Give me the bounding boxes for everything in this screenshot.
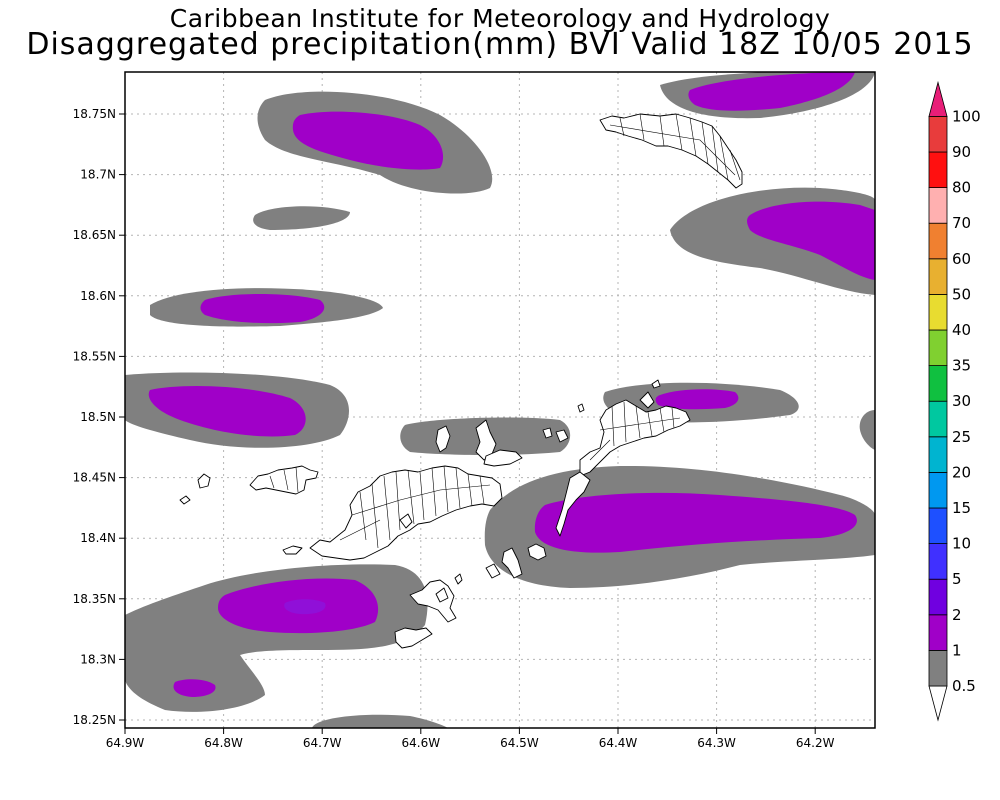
colorbar-label: 5: [952, 570, 962, 588]
purple-band: [173, 679, 216, 697]
colorbar-label: 35: [952, 357, 971, 375]
colorbar-swatch: [928, 187, 948, 224]
purple-band: [148, 386, 306, 437]
y-tick-label: 18.35N: [73, 592, 116, 606]
colorbar-label: 50: [952, 285, 971, 303]
y-tick-label: 18.45N: [73, 471, 116, 485]
island-mesh: [269, 113, 741, 549]
x-axis: 64.9W 64.8W 64.7W 64.6W 64.5W 64.4W 64.3W 64.2W: [106, 728, 835, 750]
colorbar-label: 15: [952, 499, 971, 517]
gray-band: [859, 410, 875, 450]
colorbar-swatch: [928, 685, 948, 722]
y-tick-label: 18.6N: [80, 289, 116, 303]
y-tick-label: 18.65N: [73, 228, 116, 242]
plot-border: [124, 71, 876, 729]
product-title: Disaggregated precipitation(mm) BVI Vali…: [26, 27, 974, 62]
y-tick-label: 18.5N: [80, 410, 116, 424]
gray-band: [312, 714, 448, 728]
colorbar-label: 60: [952, 250, 971, 268]
x-tick-label: 64.6W: [402, 736, 441, 750]
island-virgin-gorda: [579, 399, 691, 477]
colorbar-swatch: [928, 436, 948, 473]
island-cay: [527, 543, 547, 561]
x-tick-label: 64.9W: [106, 736, 145, 750]
island-st-thomas: [249, 465, 319, 495]
island-cay: [435, 587, 449, 603]
island-cay: [399, 513, 413, 529]
island-cay: [651, 379, 661, 389]
colorbar-swatch: [928, 650, 948, 687]
island-cay: [485, 563, 501, 579]
island-cay: [555, 471, 591, 537]
y-tick-label: 18.55N: [73, 349, 116, 363]
colorbar-swatch: [928, 116, 948, 153]
colorbar-swatch: [928, 400, 948, 438]
colorbar-label: 2: [952, 606, 962, 624]
island-cay: [394, 627, 433, 649]
dark-purple-core: [284, 599, 326, 615]
colorbar-swatch: [928, 471, 948, 509]
colorbar-swatch: [928, 578, 948, 616]
colorbar-label: 70: [952, 214, 971, 232]
island-cay: [577, 403, 585, 413]
island-cay: [454, 573, 463, 585]
island-cay: [282, 545, 303, 555]
island-tortola: [309, 465, 503, 561]
x-tick-label: 64.8W: [204, 736, 243, 750]
y-tick-label: 18.7N: [80, 168, 116, 182]
island-cay: [435, 425, 451, 453]
island-cay: [501, 547, 523, 579]
colorbar-label: 20: [952, 463, 971, 481]
purple-band: [655, 389, 739, 410]
colorbar-label: 10: [952, 535, 971, 553]
island-cay: [639, 391, 655, 409]
x-tick-label: 64.3W: [697, 736, 736, 750]
y-tick-label: 18.3N: [80, 652, 116, 666]
colorbar-label: 40: [952, 321, 971, 339]
x-tick-label: 64.2W: [796, 736, 835, 750]
purple-band: [688, 72, 855, 111]
island-cay: [197, 473, 211, 489]
colorbar-label: 25: [952, 428, 971, 446]
colorbar-label: 90: [952, 143, 971, 161]
island-anegada: [599, 113, 743, 189]
colorbar-swatch: [928, 222, 948, 260]
colorbar-swatch: [928, 365, 948, 402]
colorbar-label: 30: [952, 392, 971, 410]
gray-band: [253, 206, 350, 230]
colorbar-swatch: [928, 543, 948, 580]
colorbar-swatch: [928, 614, 948, 651]
y-tick-label: 18.75N: [73, 107, 116, 121]
precipitation-bands: [125, 72, 875, 728]
colorbar-swatch: [928, 293, 948, 331]
island-cay: [555, 429, 569, 443]
island-cay: [483, 449, 523, 467]
x-tick-label: 64.4W: [599, 736, 638, 750]
colorbar-swatch: [928, 329, 948, 366]
institute-title: Caribbean Institute for Meteorology and …: [169, 4, 831, 33]
purple-band: [292, 111, 444, 170]
x-tick-label: 64.5W: [500, 736, 539, 750]
y-tick-label: 18.4N: [80, 531, 116, 545]
purple-band: [534, 492, 857, 553]
purple-band: [747, 201, 875, 280]
colorbar-label: 100: [952, 107, 981, 125]
colorbar-swatch: [928, 80, 948, 117]
islands: [179, 113, 743, 649]
y-axis: 18.75N 18.7N 18.65N 18.6N 18.55N 18.5N 18.45N 1…: [73, 107, 125, 727]
island-cay: [542, 427, 553, 439]
x-tick-label: 64.7W: [303, 736, 342, 750]
colorbar-label: 80: [952, 179, 971, 197]
y-tick-label: 18.25N: [73, 713, 116, 727]
colorbar-swatch: [928, 258, 948, 295]
colorbar-label: 1: [952, 641, 962, 659]
colorbar-label: 0.5: [952, 677, 976, 695]
purple-band: [200, 294, 325, 324]
colorbar-swatch: [928, 151, 948, 188]
island-cay: [179, 495, 191, 505]
colorbar-swatch: [928, 507, 948, 544]
